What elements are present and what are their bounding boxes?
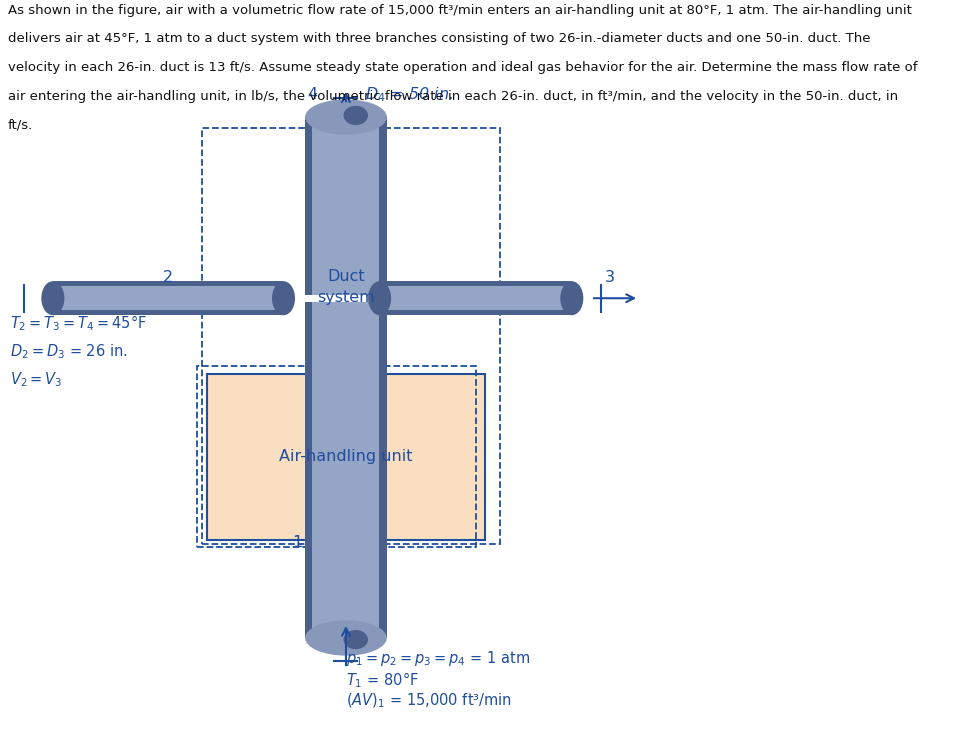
Text: As shown in the figure, air with a volumetric flow rate of 15,000 ft³/min enters: As shown in the figure, air with a volum… — [8, 4, 912, 17]
Bar — [306, 117, 312, 295]
Ellipse shape — [50, 293, 62, 310]
Ellipse shape — [569, 293, 581, 310]
Ellipse shape — [306, 621, 386, 655]
Text: velocity in each 26-in. duct is 13 ft/s. Assume steady state operation and ideal: velocity in each 26-in. duct is 13 ft/s.… — [8, 61, 917, 74]
Bar — [380, 281, 572, 316]
Text: $p_1 = p_2 = p_3 = p_4$ = 1 atm: $p_1 = p_2 = p_3 = p_4$ = 1 atm — [346, 649, 530, 668]
Bar — [207, 374, 485, 540]
Text: Duct
system: Duct system — [317, 269, 375, 305]
Ellipse shape — [560, 282, 583, 316]
Bar — [53, 286, 283, 310]
Text: Air-handling unit: Air-handling unit — [280, 449, 412, 464]
Bar — [380, 282, 572, 286]
Text: 4: 4 — [307, 87, 317, 102]
Ellipse shape — [343, 106, 368, 125]
Bar — [53, 310, 283, 316]
Bar — [306, 117, 386, 295]
Bar — [380, 286, 572, 310]
Bar — [53, 281, 283, 316]
Text: 2: 2 — [163, 270, 173, 285]
Text: 1: 1 — [292, 535, 303, 550]
Bar — [380, 117, 387, 295]
Bar — [312, 117, 380, 295]
Ellipse shape — [306, 100, 386, 134]
Bar — [197, 366, 476, 547]
Bar — [53, 282, 283, 286]
Text: $D_4$ = 50 in.: $D_4$ = 50 in. — [365, 85, 454, 103]
Text: delivers air at 45°F, 1 atm to a duct system with three branches consisting of t: delivers air at 45°F, 1 atm to a duct sy… — [8, 32, 871, 45]
Text: air entering the air-handling unit, in lb/s, the volumetric flow rate in each 26: air entering the air-handling unit, in l… — [8, 90, 898, 103]
Text: $T_1$ = 80°F: $T_1$ = 80°F — [346, 670, 419, 690]
Bar — [306, 301, 312, 638]
Bar — [380, 310, 572, 316]
Text: $T_2 = T_3 = T_4 = 45$°F
$D_2 = D_3$ = 26 in.
$V_2 = V_3$: $T_2 = T_3 = T_4 = 45$°F $D_2 = D_3$ = 2… — [10, 313, 146, 389]
Bar — [306, 301, 386, 638]
Ellipse shape — [41, 282, 64, 316]
Ellipse shape — [272, 282, 295, 316]
Text: ft/s.: ft/s. — [8, 119, 33, 131]
Ellipse shape — [343, 630, 368, 649]
Bar — [312, 301, 380, 638]
Bar — [380, 301, 387, 638]
Ellipse shape — [368, 282, 391, 316]
Bar — [202, 128, 500, 544]
Text: $(AV)_1$ = 15,000 ft³/min: $(AV)_1$ = 15,000 ft³/min — [346, 692, 512, 710]
Text: 3: 3 — [605, 270, 615, 285]
